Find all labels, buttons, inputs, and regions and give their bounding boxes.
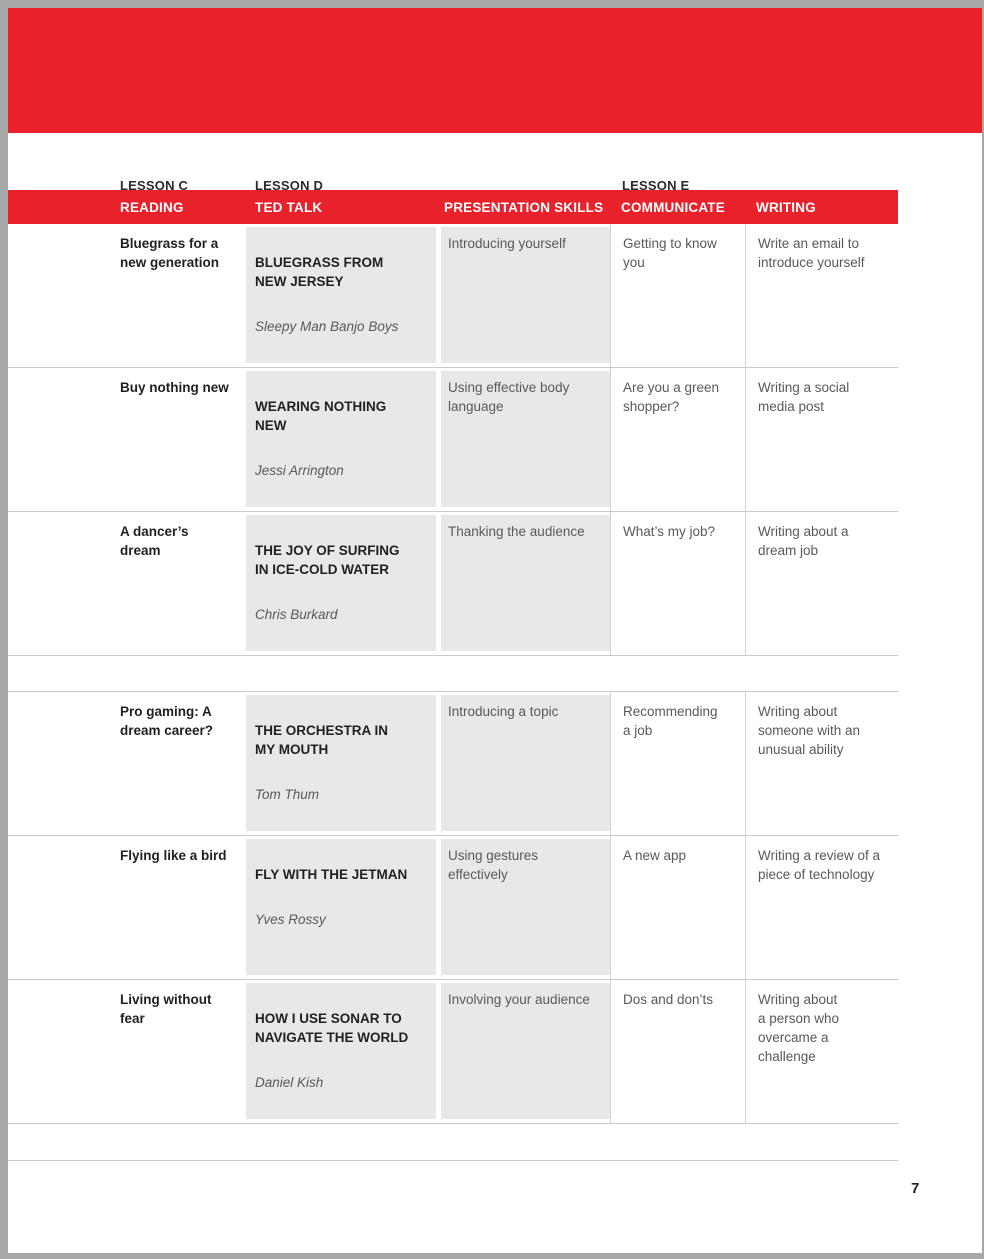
talk-title: BLUEGRASS FROM NEW JERSEY — [255, 255, 384, 289]
ted-talk-cell: THE JOY OF SURFING IN ICE-COLD WATER Chr… — [246, 512, 436, 655]
header-reading: READING — [120, 199, 184, 215]
talk-speaker: Sleepy Man Banjo Boys — [255, 319, 399, 334]
presentation-skills-cell: Introducing a topic — [436, 692, 610, 835]
header-communicate: COMMUNICATE — [621, 199, 725, 215]
talk-speaker: Chris Burkard — [255, 607, 338, 622]
writing-cell: Writing a review of a piece of technolog… — [745, 836, 898, 979]
writing-cell: Writing a social media post — [745, 368, 898, 511]
communicate-cell: Getting to know you — [610, 224, 745, 367]
scope-sequence-table: READING TED TALK PRESENTATION SKILLS COM… — [8, 190, 898, 1161]
ted-talk-cell: WEARING NOTHING NEW Jessi Arrington — [246, 368, 436, 511]
talk-speaker: Daniel Kish — [255, 1075, 324, 1090]
reading-cell: Bluegrass for a new generation — [120, 236, 220, 270]
reading-cell: Living without fear — [120, 992, 212, 1026]
presentation-skills-cell: Using effective body language — [436, 368, 610, 511]
writing-cell: Write an email to introduce yourself — [745, 224, 898, 367]
header-writing: WRITING — [756, 199, 816, 215]
talk-speaker: Jessi Arrington — [255, 463, 344, 478]
talk-title: WEARING NOTHING NEW — [255, 399, 387, 433]
communicate-cell: Dos and don’ts — [610, 980, 745, 1123]
communicate-cell: Recommending a job — [610, 692, 745, 835]
table-row: Buy nothing new WEARING NOTHING NEW Jess… — [8, 368, 898, 512]
reading-cell: Pro gaming: A dream career? — [120, 704, 214, 738]
talk-title: FLY WITH THE JETMAN — [255, 867, 408, 882]
lesson-spacer — [436, 168, 610, 190]
talk-speaker: Tom Thum — [255, 787, 320, 802]
presentation-skills-cell: Thanking the audience — [436, 512, 610, 655]
presentation-skills-cell: Introducing yourself — [436, 224, 610, 367]
ted-talk-cell: HOW I USE SONAR TO NAVIGATE THE WORLD Da… — [246, 980, 436, 1123]
lesson-labels-row: LESSON C LESSON D LESSON E — [8, 168, 898, 193]
table-row: Bluegrass for a new generation BLUEGRASS… — [8, 224, 898, 368]
unit-gap-band — [8, 656, 898, 692]
book-page: LESSON C LESSON D LESSON E READING TED T… — [8, 8, 982, 1253]
header-presentation-skills: PRESENTATION SKILLS — [444, 199, 604, 215]
header-ted-talk: TED TALK — [255, 199, 323, 215]
ted-talk-cell: FLY WITH THE JETMAN Yves Rossy — [246, 836, 436, 979]
reading-cell: Buy nothing new — [120, 380, 229, 395]
top-banner — [8, 8, 982, 133]
talk-title: THE JOY OF SURFING IN ICE-COLD WATER — [255, 543, 400, 577]
talk-title: THE ORCHESTRA IN MY MOUTH — [255, 723, 389, 757]
lesson-d-label: LESSON D — [255, 178, 324, 193]
presentation-skills-cell: Using gestures effectively — [436, 836, 610, 979]
communicate-cell: Are you a green shopper? — [610, 368, 745, 511]
talk-title: HOW I USE SONAR TO NAVIGATE THE WORLD — [255, 1011, 409, 1045]
table-row: A dancer’s dream THE JOY OF SURFING IN I… — [8, 512, 898, 656]
writing-cell: Writing about a dream job — [745, 512, 898, 655]
presentation-skills-cell: Involving your audience — [436, 980, 610, 1123]
talk-speaker: Yves Rossy — [255, 912, 326, 927]
ted-talk-cell: BLUEGRASS FROM NEW JERSEY Sleepy Man Ban… — [246, 224, 436, 367]
writing-cell: Writing about someone with an unusual ab… — [745, 692, 898, 835]
reading-cell: A dancer’s dream — [120, 524, 189, 558]
table-row: Pro gaming: A dream career? THE ORCHESTR… — [8, 692, 898, 836]
communicate-cell: What’s my job? — [610, 512, 745, 655]
reading-cell: Flying like a bird — [120, 848, 227, 863]
table-row: Flying like a bird FLY WITH THE JETMAN Y… — [8, 836, 898, 980]
communicate-cell: A new app — [610, 836, 745, 979]
table-row: Living without fear HOW I USE SONAR TO N… — [8, 980, 898, 1124]
ted-talk-cell: THE ORCHESTRA IN MY MOUTH Tom Thum — [246, 692, 436, 835]
lesson-e-label: LESSON E — [622, 178, 690, 193]
lesson-c-label: LESSON C — [120, 178, 189, 193]
table-header-row: READING TED TALK PRESENTATION SKILLS COM… — [8, 190, 898, 224]
writing-cell: Writing about a person who overcame a ch… — [745, 980, 898, 1123]
page-number: 7 — [911, 1180, 920, 1197]
footer-rule-band — [8, 1124, 898, 1161]
